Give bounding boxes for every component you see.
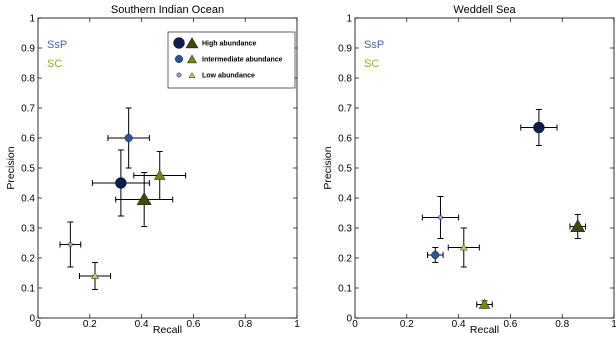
data-point-ssp-intermediate	[107, 107, 150, 169]
y-tick-label: 0.8	[338, 74, 352, 85]
x-tick-label: 1	[294, 319, 300, 330]
data-point-ssp-high	[91, 149, 150, 217]
y-tick-label: 1	[346, 14, 352, 25]
data-point-sc-intermediate	[133, 151, 187, 200]
x-axis-label: Recall	[153, 324, 182, 335]
data-point-sc-low	[447, 227, 480, 268]
data-point-ssp-high	[520, 109, 558, 146]
x-tick-label: 0.4	[135, 319, 149, 330]
y-tick-label: 0	[29, 314, 35, 325]
data-marker-triangle	[91, 272, 99, 279]
y-tick-label: 0.2	[338, 254, 352, 265]
legend-marker-triangle	[188, 72, 196, 78]
group-label-sc: SC	[47, 58, 62, 70]
data-point-ssp-low	[421, 196, 460, 239]
data-point-sc-high	[569, 214, 587, 239]
x-tick-label: 0.2	[400, 319, 414, 330]
data-marker-circle	[431, 250, 440, 259]
data-point-ssp-intermediate	[427, 247, 444, 263]
y-tick-label: 0.3	[21, 224, 35, 235]
data-marker-circle	[115, 177, 127, 189]
y-tick-label: 1	[29, 14, 35, 25]
y-tick-label: 0.5	[338, 164, 352, 175]
x-tick-label: 0.6	[186, 319, 200, 330]
legend-marker-circle	[174, 55, 183, 64]
y-tick-label: 0.2	[21, 254, 35, 265]
y-tick-label: 0.1	[21, 284, 35, 295]
data-point-ssp-low	[59, 221, 82, 268]
y-tick-label: 0.1	[338, 284, 352, 295]
y-tick-label: 0.9	[21, 44, 35, 55]
y-tick-label: 0.7	[338, 104, 352, 115]
data-marker-circle	[438, 215, 443, 220]
legend-entry: High abundance	[202, 41, 257, 48]
x-tick-label: 0.8	[238, 319, 252, 330]
chart-panel-1: Southern Indian Ocean 0 0.2 0.4 0.6 0.8 1 0 0.1 0…	[5, 4, 300, 336]
group-label-ssp: SsP	[364, 39, 384, 51]
y-tick-label: 0.8	[21, 74, 35, 85]
x-tick-label: 0	[35, 319, 41, 330]
legend-marker-triangle	[185, 37, 199, 49]
y-tick-label: 0	[346, 314, 352, 325]
y-axis-label: Precision	[5, 146, 17, 189]
data-marker-circle	[533, 121, 545, 134]
legend-marker-circle	[173, 37, 185, 49]
legend-box	[167, 31, 296, 89]
data-marker-triangle	[478, 298, 491, 309]
y-tick-label: 0.4	[21, 194, 35, 205]
data-point-sc-intermediate	[476, 298, 493, 309]
y-tick-label: 0.3	[338, 224, 352, 235]
x-tick-label: 0	[352, 319, 358, 330]
x-tick-label: 1	[611, 319, 616, 330]
legend-marker-triangle	[186, 54, 198, 64]
group-label-ssp: SsP	[47, 39, 67, 51]
x-tick-label: 0.2	[83, 319, 97, 330]
data-marker-triangle	[136, 192, 152, 205]
legend-marker-circle	[176, 72, 182, 78]
data-marker-circle	[67, 242, 73, 247]
legend-entry: Low abundance	[202, 73, 255, 80]
data-marker-circle	[124, 133, 133, 142]
y-axis-label: Precision	[322, 146, 334, 189]
y-tick-label: 0.4	[338, 194, 352, 205]
x-tick-label: 0.6	[503, 319, 517, 330]
y-tick-label: 0.6	[338, 134, 352, 145]
y-tick-label: 0.6	[21, 134, 35, 145]
y-tick-label: 0.5	[21, 164, 35, 175]
data-point-sc-high	[115, 172, 174, 227]
x-tick-label: 0.4	[452, 319, 466, 330]
x-tick-label: 0.8	[555, 319, 569, 330]
x-axis-label: Recall	[470, 324, 499, 335]
data-marker-triangle	[459, 243, 468, 251]
data-marker-triangle	[570, 219, 586, 232]
data-point-sc-low	[78, 262, 112, 290]
legend: High abundance Intermediate abundance Low …	[167, 31, 296, 89]
chart-title: Southern Indian Ocean	[111, 4, 224, 16]
chart-title: Weddell Sea	[453, 4, 516, 16]
y-tick-label: 0.9	[338, 44, 352, 55]
data-marker-triangle	[153, 169, 166, 180]
y-tick-label: 0.7	[21, 104, 35, 115]
chart-panel-2: Weddell Sea 0 0.2 0.4 0.6 0.8 1 0 0.1 0.2 0.3 0.4 0.…	[322, 4, 616, 336]
legend-entry: Intermediate abundance	[202, 57, 283, 64]
group-label-sc: SC	[364, 58, 379, 70]
plot-frame	[354, 17, 615, 319]
